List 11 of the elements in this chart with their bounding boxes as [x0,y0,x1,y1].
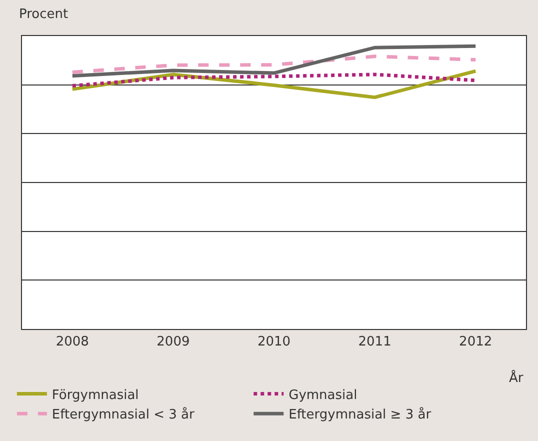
x-tick-label: 2008 [56,334,89,350]
legend-label: Förgymnasial [52,388,139,403]
legend-label: Gymnasial [288,388,358,403]
x-tick-label: 2012 [459,334,492,350]
x-axis-title: År [509,369,524,386]
y-axis-title: Procent [19,7,68,22]
x-tick-label: 2011 [358,334,392,350]
x-tick-label: 2009 [156,334,190,350]
legend-label: Eftergymnasial < 3 år [52,406,195,423]
legend-label: Eftergymnasial ≥ 3 år [288,406,432,423]
x-tick-label: 2010 [257,334,291,350]
